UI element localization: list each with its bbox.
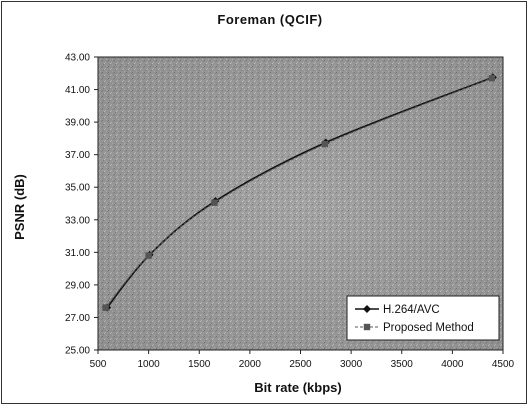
series-proposed-method [102,74,496,311]
x-tick-label: 3500 [391,359,414,370]
x-tick-label: 1500 [188,359,211,370]
series-line [105,77,493,309]
x-tick-label: 3000 [340,359,363,370]
y-tick-label: 43.00 [65,53,90,64]
series-line [106,76,494,309]
data-point [488,74,496,82]
legend-box [346,295,500,341]
data-point [102,304,109,311]
x-axis-title: Bit rate (kbps) [254,380,341,395]
y-tick-label: 35.00 [65,183,90,194]
data-point [211,199,218,206]
y-tick-label: 27.00 [65,313,90,324]
y-tick-label: 25.00 [65,346,90,357]
y-tick-label: 33.00 [65,215,90,226]
x-tick-label: 4000 [441,359,464,370]
x-tick-label: 1000 [138,359,161,370]
y-tick-label: 31.00 [65,248,90,259]
legend: H.264/AVC Proposed Method [346,295,500,341]
legend-marker [363,305,371,313]
legend-label: H.264/AVC [383,304,440,316]
x-tick-label: 2000 [239,359,262,370]
chart-title: Foreman (QCIF) [217,12,322,27]
y-tick-label: 37.00 [65,150,90,161]
y-tick-label: 29.00 [65,280,90,291]
y-axis-ticks: 25.00 27.00 29.00 31.00 33.00 35.00 37.00 39.00… [65,53,98,357]
legend-marker [363,323,371,331]
x-axis-ticks: 500 1000 1500 2000 2500 3000 3500 4000 4500 [90,350,515,370]
x-tick-label: 2500 [289,359,312,370]
data-point [145,252,152,259]
legend-label: Proposed Method [383,322,474,334]
y-axis-title: PSNR (dB) [12,174,27,240]
data-point [321,140,328,148]
legend-item: H.264/AVC [355,304,440,316]
y-tick-label: 39.00 [65,118,90,129]
x-tick-label: 4500 [492,359,515,370]
legend-item: Proposed Method [355,322,474,334]
y-tick-label: 41.00 [65,85,90,96]
series-layer [102,73,497,312]
x-tick-label: 500 [90,359,107,370]
